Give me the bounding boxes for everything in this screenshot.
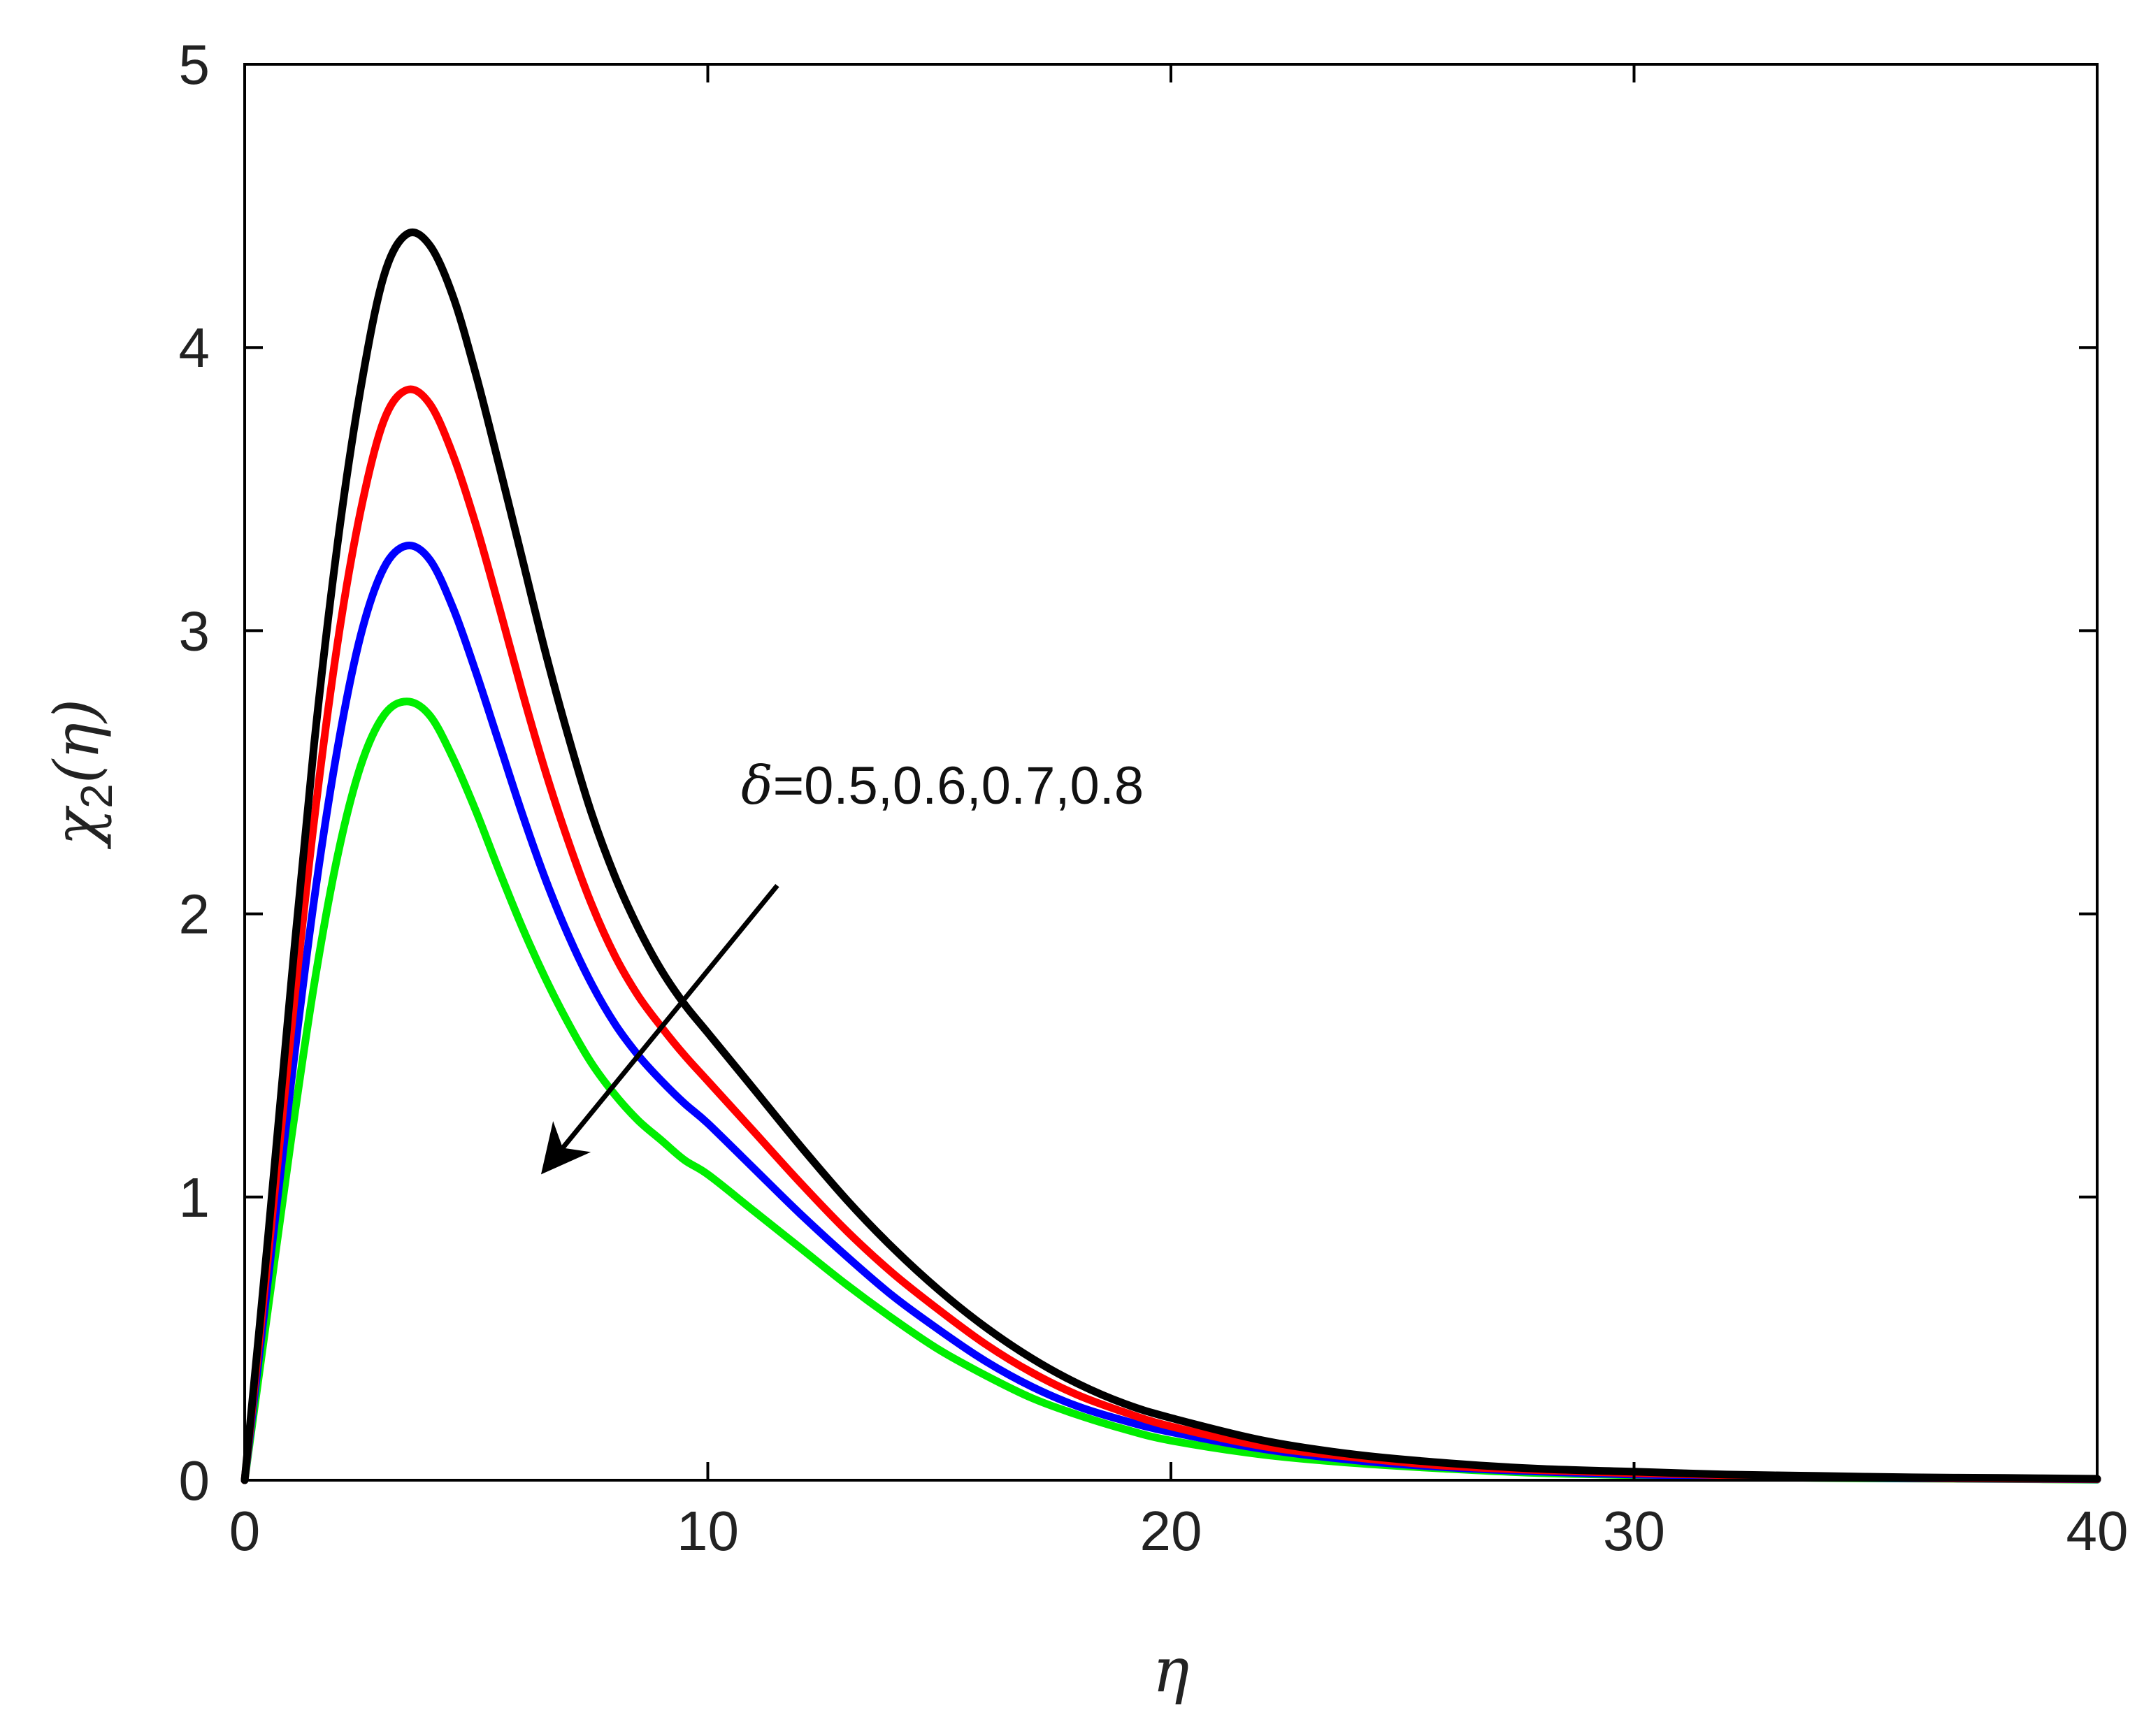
series-line-1 [240,228,2101,1484]
tick-layer: 0 10 20 30 40 0 1 2 3 4 5 [179,34,2129,1562]
x-tick-label: 20 [1140,1500,1202,1562]
y-axis-label-subscript: 2 [71,783,122,809]
annotation-layer: δ=0.5,0.6,0.7,0.8 [540,754,1144,1175]
y-axis-label-base: χ [41,805,113,850]
annotation-symbol: δ [741,754,773,816]
y-tick-label: 3 [179,600,210,662]
x-tick-label: 40 [2066,1500,2129,1562]
x-tick-label: 30 [1603,1500,1665,1562]
y-axis-label-argument: (η) [41,699,113,783]
y-tick-label: 1 [179,1166,210,1229]
y-tick-label: 5 [179,34,210,96]
y-tick-label: 0 [179,1449,210,1512]
x-axis-label: η [1153,1634,1190,1706]
x-tick-label: 10 [677,1500,739,1562]
y-tick-label: 2 [179,883,210,946]
y-axis-label: χ2(η) [41,699,122,850]
plot-area-frame [243,63,2099,1482]
annotation-label: δ=0.5,0.6,0.7,0.8 [741,754,1144,816]
annotation-arrow [540,883,779,1175]
x-tick-label: 0 [229,1500,261,1562]
y-tick-label: 4 [179,317,210,379]
series-layer [240,228,2101,1484]
annotation-values: =0.5,0.6,0.7,0.8 [773,756,1144,816]
